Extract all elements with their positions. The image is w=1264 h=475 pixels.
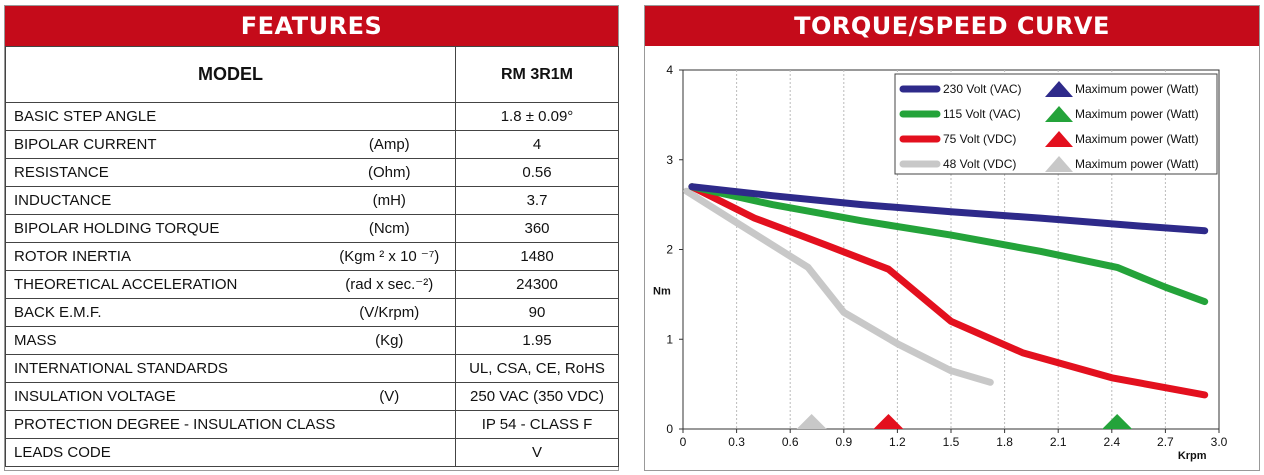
param-value: 1.8 ± 0.09° xyxy=(455,102,619,131)
param-label: BIPOLAR HOLDING TORQUE xyxy=(5,214,324,243)
y-tick-label: 0 xyxy=(666,422,673,436)
table-row: INDUCTANCE (mH) 3.7 xyxy=(5,186,619,215)
series-line-1 xyxy=(688,183,1209,306)
param-value: 1.95 xyxy=(455,326,619,355)
table-row: BIPOLAR HOLDING TORQUE (Ncm) 360 xyxy=(5,214,619,243)
x-tick-label: 1.5 xyxy=(943,435,960,449)
param-label: ROTOR INERTIA xyxy=(5,242,324,271)
table-row: LEADS CODE V xyxy=(5,438,619,467)
param-unit: (V/Krpm) xyxy=(323,298,456,327)
table-row: PROTECTION DEGREE - INSULATION CLASS IP 5… xyxy=(5,410,619,439)
x-tick-label: 0.9 xyxy=(835,435,852,449)
param-unit: (Ncm) xyxy=(323,214,456,243)
param-unit: (Amp) xyxy=(323,130,456,159)
legend-label-3: 48 Volt (VDC) xyxy=(943,157,1016,171)
param-label: PROTECTION DEGREE - INSULATION CLASS xyxy=(5,410,456,439)
param-label: INDUCTANCE xyxy=(5,186,324,215)
param-value: 90 xyxy=(455,298,619,327)
legend-label-2: 75 Volt (VDC) xyxy=(943,132,1016,146)
param-unit: (mH) xyxy=(323,186,456,215)
param-value: 250 VAC (350 VDC) xyxy=(455,382,619,411)
param-unit: (Ohm) xyxy=(323,158,456,187)
legend-triangle-3 xyxy=(1045,156,1073,172)
x-tick-label: 2.4 xyxy=(1103,435,1120,449)
param-unit: (rad x sec.⁻²) xyxy=(323,270,456,299)
legend-label-0: 230 Volt (VAC) xyxy=(943,82,1021,96)
table-row: THEORETICAL ACCELERATION (rad x sec.⁻²) 24… xyxy=(5,270,619,299)
param-value: IP 54 - CLASS F xyxy=(455,410,619,439)
table-row: BASIC STEP ANGLE 1.8 ± 0.09° xyxy=(5,102,619,131)
y-tick-label: 3 xyxy=(666,153,673,167)
model-row: MODEL RM 3R1M xyxy=(5,46,619,103)
torque-speed-panel: TORQUE/SPEED CURVE 0 0.3 0.6 0.9 1.2 1.5 1.8 2.… xyxy=(644,5,1260,471)
torque-speed-chart: 0 0.3 0.6 0.9 1.2 1.5 1.8 2.1 2.4 2.7 3.0 0 1 2 3 4 Nm Kr… xyxy=(653,63,1228,462)
param-value: V xyxy=(455,438,619,467)
y-axis-label: Nm xyxy=(653,285,671,297)
param-value: UL, CSA, CE, RoHS xyxy=(455,354,619,383)
param-label: BASIC STEP ANGLE xyxy=(5,102,456,131)
param-label: INTERNATIONAL STANDARDS xyxy=(5,354,456,383)
legend-label-1: 115 Volt (VAC) xyxy=(943,107,1021,121)
param-value: 0.56 xyxy=(455,158,619,187)
series-line-0 xyxy=(688,183,1209,235)
param-label: LEADS CODE xyxy=(5,438,456,467)
table-row: MASS (Kg) 1.95 xyxy=(5,326,619,355)
features-header: FEATURES xyxy=(5,6,618,46)
x-tick-label: 0 xyxy=(680,435,687,449)
param-label: BIPOLAR CURRENT xyxy=(5,130,324,159)
param-label: INSULATION VOLTAGE xyxy=(5,382,324,411)
x-tick-label: 1.2 xyxy=(889,435,906,449)
y-tick-label: 4 xyxy=(666,63,673,77)
legend-marker-label-2: Maximum power (Watt) xyxy=(1075,132,1199,146)
param-value: 24300 xyxy=(455,270,619,299)
param-unit: (Kgm ² x 10 ⁻⁷) xyxy=(323,242,456,271)
param-value: 3.7 xyxy=(455,186,619,215)
param-unit: (V) xyxy=(323,382,456,411)
model-value: RM 3R1M xyxy=(455,46,619,103)
chart-title: TORQUE/SPEED CURVE xyxy=(645,6,1259,46)
x-tick-label: 2.7 xyxy=(1157,435,1174,449)
param-value: 360 xyxy=(455,214,619,243)
table-row: BIPOLAR CURRENT (Amp) 4 xyxy=(5,130,619,159)
features-table: MODEL RM 3R1M BASIC STEP ANGLE 1.8 ± 0.09… xyxy=(5,46,619,467)
x-tick-label: 3.0 xyxy=(1211,435,1228,449)
legend-marker-label-3: Maximum power (Watt) xyxy=(1075,157,1199,171)
x-tick-label: 2.1 xyxy=(1050,435,1067,449)
param-label: THEORETICAL ACCELERATION xyxy=(5,270,324,299)
max-power-marker-2 xyxy=(873,414,904,429)
x-axis-label: Krpm xyxy=(1178,450,1207,462)
x-tick-label: 0.3 xyxy=(728,435,745,449)
y-tick-label: 1 xyxy=(666,332,673,346)
legend-triangle-0 xyxy=(1045,81,1073,97)
table-row: ROTOR INERTIA (Kgm ² x 10 ⁻⁷) 1480 xyxy=(5,242,619,271)
param-label: RESISTANCE xyxy=(5,158,324,187)
table-row: RESISTANCE (Ohm) 0.56 xyxy=(5,158,619,187)
y-tick-label: 2 xyxy=(666,243,673,257)
legend-marker-label-1: Maximum power (Watt) xyxy=(1075,107,1199,121)
table-row: INTERNATIONAL STANDARDS UL, CSA, CE, RoHS xyxy=(5,354,619,383)
max-power-marker-1 xyxy=(1102,414,1133,429)
legend-triangle-1 xyxy=(1045,106,1073,122)
param-label: BACK E.M.F. xyxy=(5,298,324,327)
series-line-2 xyxy=(688,183,1209,399)
max-power-marker-3 xyxy=(796,414,827,429)
model-label: MODEL xyxy=(5,46,456,103)
features-panel: FEATURES MODEL RM 3R1M BASIC STEP ANGLE 1… xyxy=(4,5,619,471)
table-row: BACK E.M.F. (V/Krpm) 90 xyxy=(5,298,619,327)
legend-marker-label-0: Maximum power (Watt) xyxy=(1075,82,1199,96)
param-value: 1480 xyxy=(455,242,619,271)
param-unit: (Kg) xyxy=(323,326,456,355)
series-line-3 xyxy=(683,187,994,386)
x-tick-label: 1.8 xyxy=(996,435,1013,449)
table-row: INSULATION VOLTAGE (V) 250 VAC (350 VDC) xyxy=(5,382,619,411)
param-value: 4 xyxy=(455,130,619,159)
legend-triangle-2 xyxy=(1045,131,1073,147)
param-label: MASS xyxy=(5,326,324,355)
x-tick-label: 0.6 xyxy=(782,435,799,449)
